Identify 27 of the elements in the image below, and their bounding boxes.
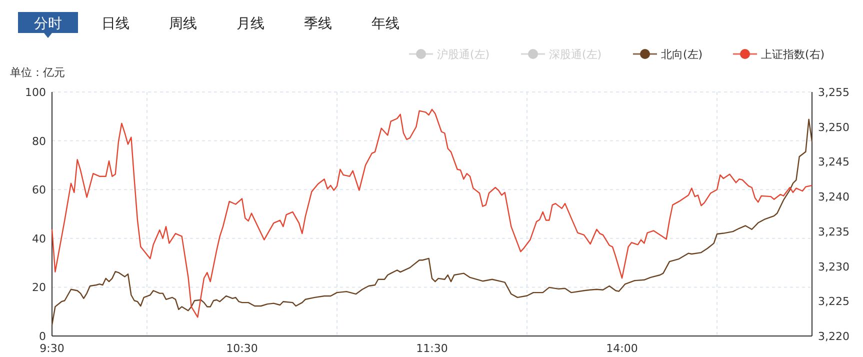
y2-tick-label: 3,245 [818,156,850,169]
y-tick-label: 100 [25,86,46,99]
y2-tick-label: 3,250 [818,120,850,134]
y2-tick-label: 3,225 [818,295,850,308]
y2-tick-label: 3,220 [818,330,850,343]
y-tick-label: 80 [32,134,46,148]
y-tick-label: 0 [39,330,46,343]
text: 周线 [169,16,197,32]
legend-label: 北向(左) [661,48,703,61]
x-tick-label: 14:00 [606,342,638,355]
text: 季线 [304,16,332,32]
y2-tick-label: 3,235 [818,225,850,238]
y2-tick-label: 3,230 [818,260,850,274]
x-tick-label: 11:30 [416,342,448,355]
y-axis-title: 单位：亿元 [10,66,65,79]
text: 分时 [34,16,62,32]
x-tick-label: 10:30 [226,342,258,355]
y2-tick-label: 3,240 [818,190,850,204]
y-tick-label: 40 [32,232,46,246]
text: 日线 [102,16,130,32]
x-tick-label: 9:30 [40,342,64,355]
text: 年线 [372,16,400,32]
text: 月线 [236,16,264,32]
legend-label: 上证指数(右) [761,48,825,61]
y-tick-label: 20 [32,281,46,294]
y2-tick-label: 3,255 [818,86,850,99]
y-tick-label: 60 [32,184,46,197]
